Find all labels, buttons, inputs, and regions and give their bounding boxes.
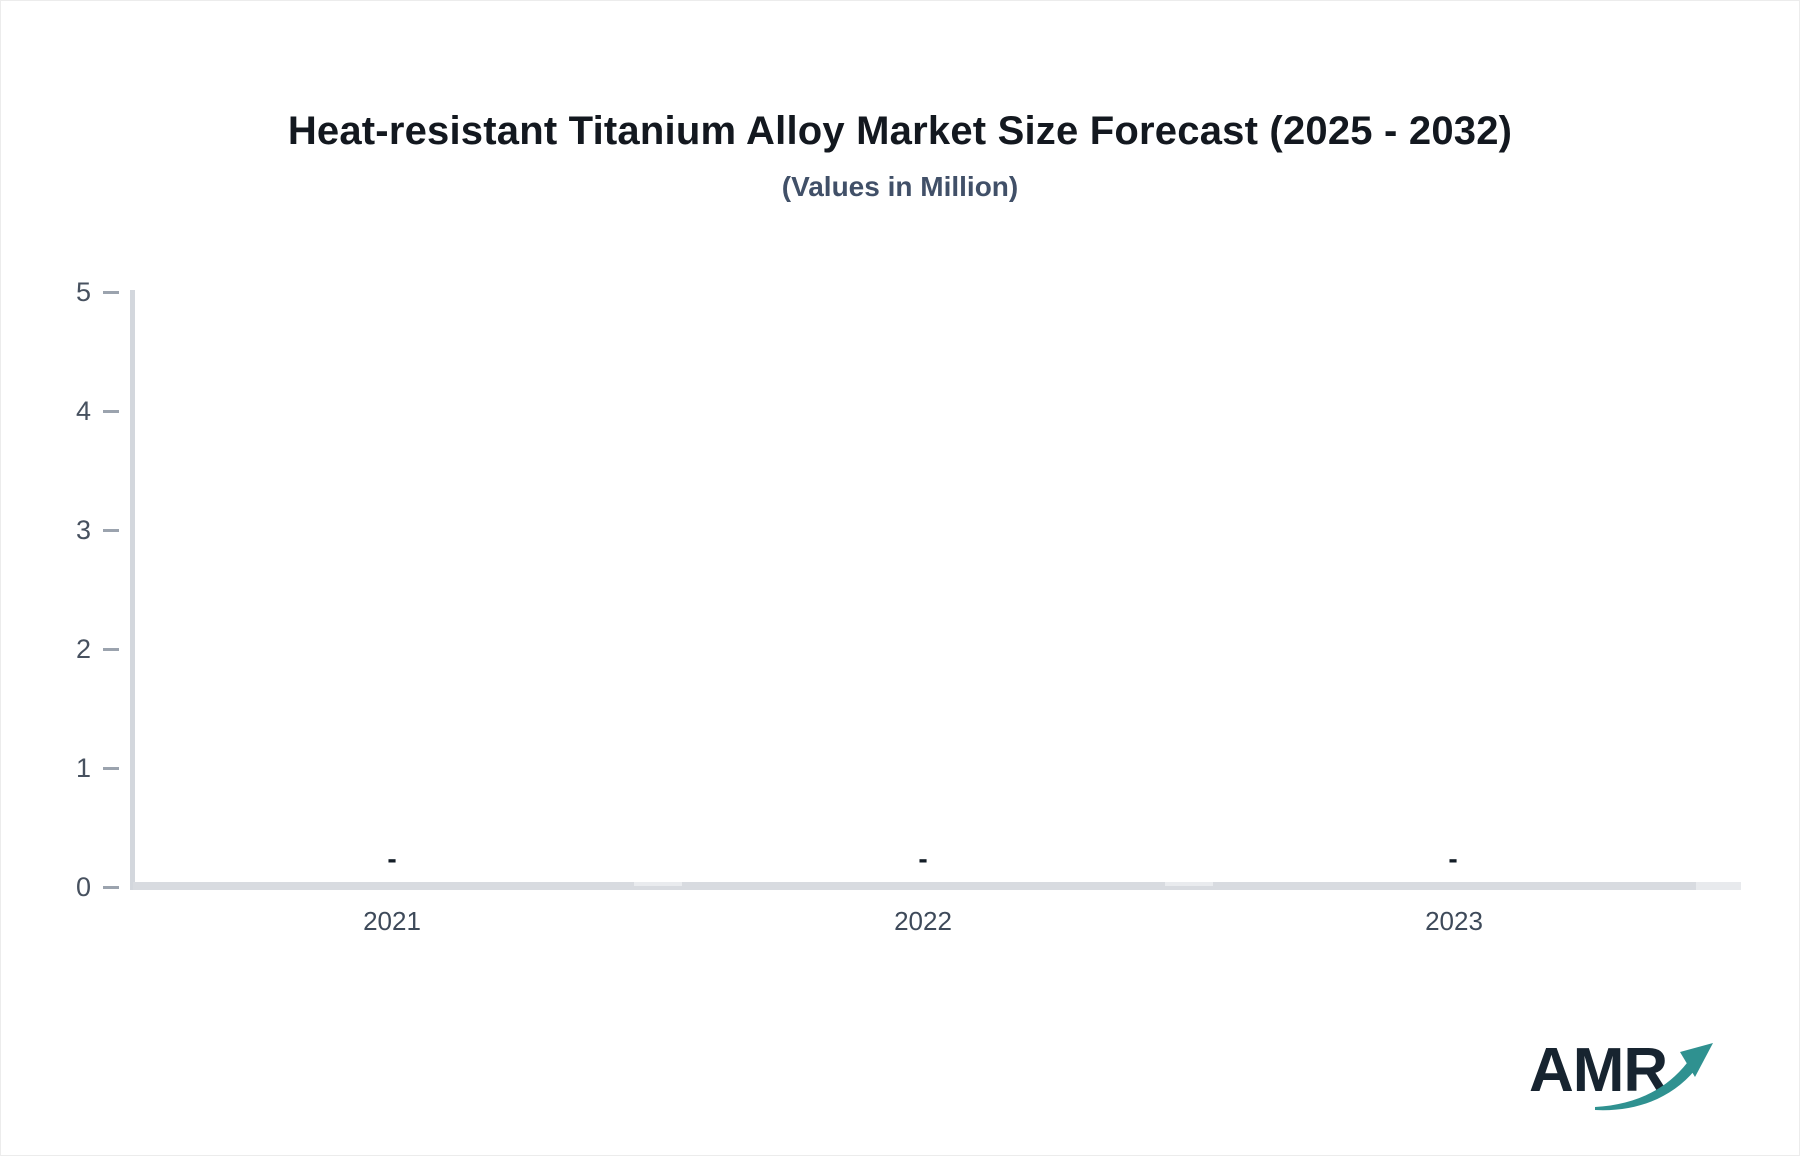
y-tick-label: 5 bbox=[75, 277, 91, 307]
bar-value-label: - bbox=[387, 843, 397, 874]
baseline-end-segment bbox=[1696, 882, 1741, 890]
y-tick-mark bbox=[103, 410, 119, 413]
y-tick-mark bbox=[103, 291, 119, 294]
y-tick-mark bbox=[103, 648, 119, 651]
y-axis-line bbox=[130, 290, 135, 890]
baseline-segment-gap bbox=[1165, 882, 1213, 886]
x-axis-baseline bbox=[133, 882, 1741, 890]
y-tick-label: 1 bbox=[75, 753, 91, 783]
y-tick-label: 0 bbox=[75, 872, 91, 902]
bar-value-label: - bbox=[1448, 843, 1458, 874]
x-tick-label-2022: 2022 bbox=[894, 906, 952, 936]
x-tick-label-2021: 2021 bbox=[363, 906, 421, 936]
amr-logo: AMR bbox=[1529, 1033, 1729, 1123]
y-tick-label: 4 bbox=[75, 396, 91, 426]
baseline-segment-gap bbox=[634, 882, 682, 886]
y-tick-label: 3 bbox=[75, 515, 91, 545]
y-tick-mark bbox=[103, 886, 119, 889]
y-tick-mark bbox=[103, 767, 119, 770]
y-tick-mark bbox=[103, 529, 119, 532]
chart-subtitle: (Values in Million) bbox=[781, 171, 1019, 202]
growth-arrow-icon bbox=[1595, 1043, 1713, 1111]
amr-logo-text: AMR bbox=[1529, 1036, 1668, 1105]
chart-title: Heat-resistant Titanium Alloy Market Siz… bbox=[287, 109, 1513, 153]
x-tick-label-2023: 2023 bbox=[1425, 906, 1483, 936]
y-tick-label: 2 bbox=[75, 634, 91, 664]
bar-value-label: - bbox=[918, 843, 928, 874]
